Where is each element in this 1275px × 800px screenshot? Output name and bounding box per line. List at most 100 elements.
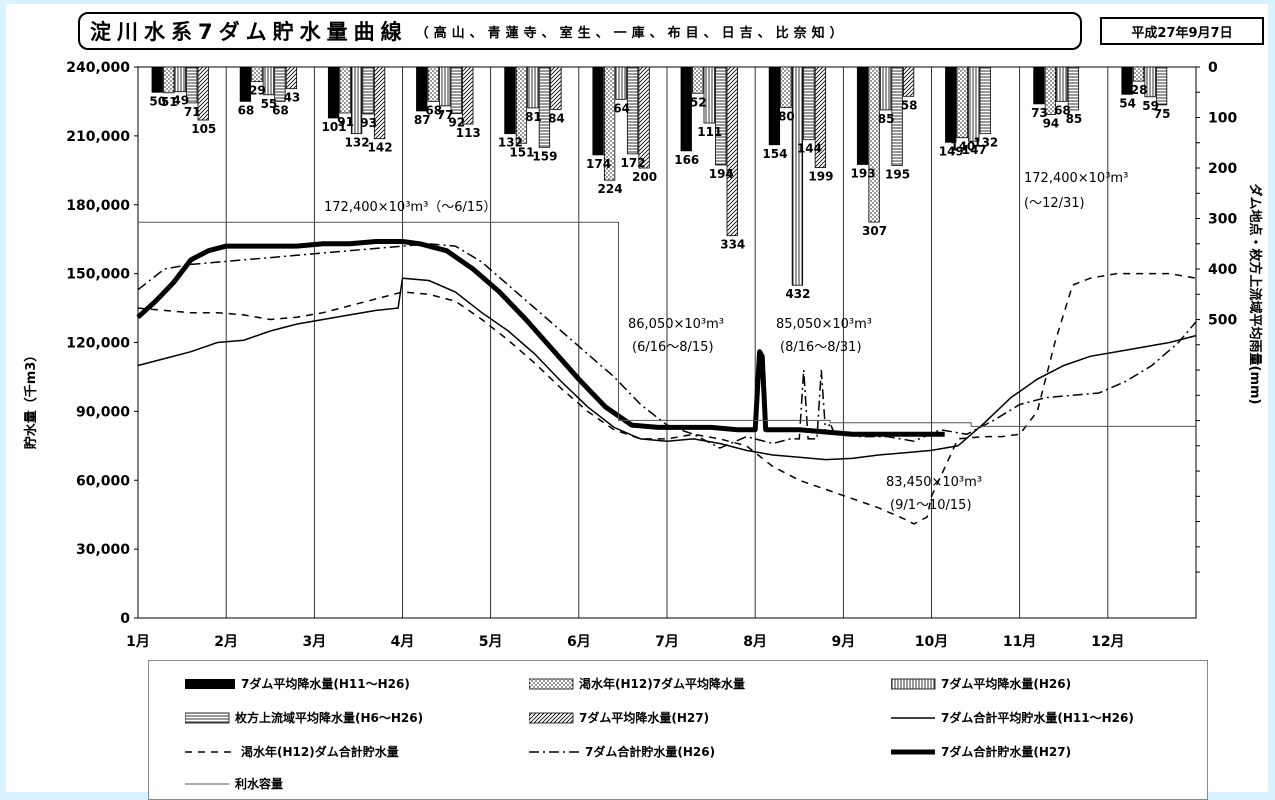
rain-bar	[239, 66, 252, 102]
rain-bar	[603, 66, 616, 181]
rain-bar	[626, 66, 639, 155]
rain-bar-label: 149	[939, 144, 964, 158]
rain-bar-label: 151	[509, 145, 534, 159]
rain-bar-label: 132	[345, 136, 370, 150]
rain-bar-label: 73	[1031, 106, 1048, 120]
rain-bar-label: 172	[621, 156, 646, 170]
annotation-capacity-aug-range: (8/16〜8/31)	[780, 340, 862, 355]
rain-bar-label: 75	[1154, 107, 1171, 121]
rain-bar	[197, 66, 209, 121]
rain-bar	[550, 66, 562, 110]
rain-bar-label: 111	[697, 125, 722, 139]
y-left-tick-label: 180,000	[66, 198, 130, 214]
rain-bar-label: 80	[778, 109, 795, 123]
rain-bar-label: 132	[498, 136, 523, 150]
annotation-capacity-jul: 86,050×10³m³	[628, 317, 724, 332]
rain-bar-label: 55	[261, 97, 278, 111]
rain-bar-label: 68	[1054, 103, 1071, 117]
rain-bar-label: 84	[548, 111, 565, 125]
annotation-capacity-sep: 83,450×10³m³	[886, 475, 982, 490]
right-axis-ticks: 0 100 200 300 400 500	[1196, 60, 1237, 573]
legend-item: 渇水年(H12)ダム合計貯水量	[185, 743, 399, 760]
x-axis-ticks: 1月 2月 3月 4月 5月 6月 7月 8月 9月 10月 11月 12月	[126, 634, 1124, 650]
h26-storage-line	[137, 243, 1197, 449]
rain-bar	[1056, 66, 1068, 102]
date-label: 平成27年9月7日	[1131, 25, 1233, 41]
y-right-tick-label: 100	[1208, 111, 1237, 127]
rain-bar	[251, 66, 263, 83]
rain-bar-label: 200	[632, 170, 657, 184]
rain-bar-label: 91	[337, 115, 354, 129]
rain-bar	[450, 66, 462, 114]
y-left-tick-label: 30,000	[76, 542, 130, 558]
y-left-tick-label: 240,000	[66, 60, 130, 76]
y-right-tick-label: 500	[1208, 313, 1237, 329]
annotation-capacity-jan: 172,400×10³m³（〜6/15）	[324, 200, 496, 215]
rain-bar-label: 140	[950, 140, 975, 154]
avg-storage-line	[137, 277, 1197, 461]
rain-bar	[174, 66, 186, 93]
drought-storage-line	[137, 272, 1197, 525]
rain-bar-label: 334	[720, 238, 745, 252]
rain-bar	[945, 66, 957, 143]
rain-bar	[803, 66, 815, 141]
rain-bar-label: 432	[785, 287, 810, 301]
rain-bar	[979, 66, 991, 135]
rain-bar	[891, 66, 903, 166]
rain-bar	[527, 66, 539, 109]
rain-bar-label: 174	[586, 157, 611, 171]
rain-bar	[439, 66, 451, 107]
rain-bar-label: 132	[973, 136, 998, 150]
rain-bar	[968, 66, 980, 142]
capacity-line	[138, 221, 1196, 427]
legend-label: 7ダム合計貯水量(H26)	[585, 745, 716, 759]
x-tick-label: 8月	[743, 634, 767, 650]
rain-bar-label: 147	[962, 143, 987, 157]
legend-label: 7ダム合計貯水量(H27)	[941, 745, 1072, 759]
rain-bar-label: 68	[425, 103, 442, 117]
annotation-capacity-jul-range: (6/16〜8/15)	[632, 340, 714, 355]
legend-swatch	[529, 712, 574, 723]
rain-bar-label: 307	[862, 224, 887, 238]
rain-bar-label: 193	[851, 166, 876, 180]
left-axis-label: 貯水量（千m3）	[23, 349, 39, 450]
chart-frame: 淀川水系7ダム貯水量曲線 （高山、青蓮寺、室生、一庫、布目、日吉、比奈知） 平成…	[6, 4, 1268, 800]
legend-label: 7ダム平均降水量(H26)	[941, 677, 1072, 691]
h27-storage-line	[136, 239, 945, 437]
legend-item: 利水容量	[185, 775, 283, 792]
plot-area: 1月 2月 3月 4月 5月 6月 7月 8月 9月 10月 11月 12月 0 30,000 60,00…	[66, 60, 1237, 650]
rain-bar	[362, 66, 374, 115]
month-gridlines	[225, 67, 1109, 618]
rain-bar	[416, 66, 428, 112]
rain-bar-label: 68	[238, 103, 255, 117]
annotation-capacity-dec-range: (〜12/31)	[1024, 196, 1085, 211]
legend-swatch	[529, 750, 579, 753]
rain-bar-label: 28	[1131, 83, 1148, 97]
y-left-tick-label: 60,000	[76, 473, 130, 489]
y-right-tick-label: 200	[1208, 161, 1237, 177]
rain-bar	[462, 66, 474, 125]
rain-bar	[262, 66, 275, 96]
legend-label: 利水容量	[235, 777, 284, 791]
rain-bar-label: 94	[1043, 116, 1060, 130]
rain-bar-label: 49	[172, 94, 189, 108]
rain-bar	[1033, 66, 1045, 105]
y-left-tick-label: 90,000	[76, 404, 130, 420]
legend-swatch	[891, 749, 935, 754]
rain-bar	[692, 66, 704, 94]
rain-bar	[856, 66, 869, 165]
legend-label: 7ダム合計平均貯水量(H11〜H26)	[941, 711, 1134, 725]
rain-bar	[680, 66, 692, 152]
rain-bar-label: 113	[456, 126, 481, 140]
x-tick-label: 2月	[214, 634, 238, 650]
rain-bar	[538, 66, 551, 148]
rain-bar-label: 64	[613, 101, 630, 115]
rain-bar-label: 43	[284, 91, 301, 105]
legend-item: 7ダム合計貯水量(H26)	[529, 743, 715, 760]
rain-bar	[768, 66, 781, 146]
rain-bar-label: 54	[1119, 96, 1136, 110]
x-tick-label: 10月	[915, 634, 948, 650]
storage-lines	[136, 221, 1197, 525]
rain-bar	[592, 66, 604, 156]
y-right-tick-label: 0	[1208, 60, 1218, 76]
